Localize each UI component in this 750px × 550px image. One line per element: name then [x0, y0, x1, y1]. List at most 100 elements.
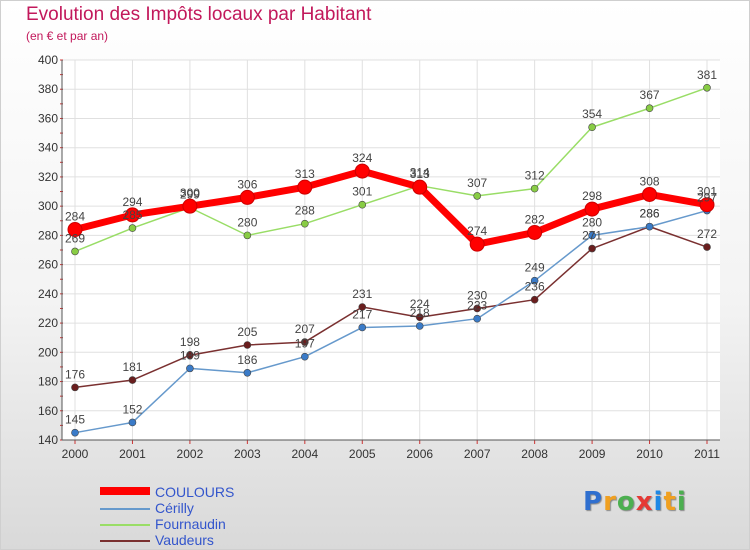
data-point — [415, 313, 424, 322]
data-point — [530, 295, 539, 304]
data-label: 294 — [122, 195, 142, 209]
data-point — [473, 192, 481, 200]
x-tick-label: 2002 — [177, 447, 204, 461]
data-label: 313 — [410, 167, 430, 181]
data-label: 280 — [237, 215, 257, 229]
y-tick-label: 400 — [38, 53, 58, 67]
data-point — [469, 236, 485, 252]
series-line — [74, 225, 708, 389]
logo-letter: x — [635, 487, 654, 517]
data-label: 282 — [525, 212, 545, 226]
data-point — [243, 231, 252, 240]
data-label: 274 — [467, 224, 487, 238]
data-label: 152 — [122, 402, 142, 416]
data-label: 286 — [640, 207, 660, 221]
data-label: 299 — [180, 188, 200, 202]
data-label: 280 — [582, 215, 602, 229]
chart-subtitle: (en € et par an) — [26, 29, 109, 43]
logo-letter: P — [583, 487, 604, 517]
y-tick-label: 300 — [38, 199, 58, 213]
legend-swatch — [100, 508, 150, 510]
data-point — [588, 244, 596, 253]
data-point — [527, 224, 543, 240]
y-tick-label: 380 — [38, 82, 58, 96]
data-label: 307 — [467, 176, 487, 190]
data-point — [182, 198, 198, 214]
data-label: 205 — [237, 325, 257, 339]
data-point — [530, 276, 539, 285]
data-label: 312 — [525, 169, 545, 183]
series-line — [74, 209, 708, 434]
data-point — [645, 222, 654, 231]
data-label: 230 — [467, 288, 487, 302]
y-tick-label: 140 — [38, 433, 58, 447]
legend-label: Fournaudin — [155, 516, 226, 532]
data-label: 324 — [352, 151, 372, 165]
data-label: 231 — [352, 287, 372, 301]
data-point — [71, 428, 79, 437]
data-point — [301, 338, 309, 346]
data-point — [645, 104, 654, 113]
x-tick-label: 2006 — [406, 447, 433, 461]
data-label: 145 — [65, 413, 85, 427]
data-label: 198 — [180, 335, 200, 349]
data-label: 181 — [122, 360, 142, 374]
data-label: 301 — [697, 185, 717, 199]
data-label: 288 — [295, 204, 315, 218]
data-label: 207 — [295, 322, 315, 336]
data-label: 197 — [295, 337, 315, 351]
data-point — [301, 352, 309, 361]
data-point — [473, 304, 481, 313]
data-point — [128, 418, 137, 427]
x-tick-label: 2000 — [62, 447, 89, 461]
data-label: 298 — [582, 189, 602, 203]
data-point — [128, 376, 137, 384]
logo-letter: i — [653, 487, 664, 517]
x-tick-label: 2010 — [636, 447, 663, 461]
y-tick-label: 260 — [38, 258, 58, 272]
y-tick-label: 320 — [38, 170, 58, 184]
data-label: 313 — [295, 167, 315, 181]
x-tick-label: 2003 — [234, 447, 261, 461]
data-point — [186, 364, 194, 373]
data-point — [243, 368, 252, 377]
legend-label: COULOURS — [155, 484, 235, 500]
logo-letter: o — [616, 487, 636, 517]
data-point — [301, 219, 309, 228]
data-point — [588, 231, 596, 240]
data-label: 186 — [237, 353, 257, 367]
data-point — [186, 351, 194, 360]
y-tick-label: 280 — [38, 228, 58, 242]
data-label: 236 — [525, 280, 545, 294]
logo-letter: t — [663, 487, 677, 517]
data-point — [124, 207, 140, 223]
data-label: 189 — [180, 348, 200, 362]
data-label: 354 — [582, 107, 602, 121]
data-point — [588, 123, 596, 132]
data-label: 284 — [65, 210, 85, 224]
chart-title: Evolution des Impôts locaux par Habitant — [26, 4, 372, 25]
logo-letter: r — [603, 487, 617, 517]
data-point — [71, 383, 79, 392]
y-tick-label: 360 — [38, 111, 58, 125]
data-point — [358, 200, 367, 209]
data-point — [703, 243, 711, 251]
proxiti-logo: Proxiti — [583, 487, 687, 517]
x-tick-label: 2005 — [349, 447, 376, 461]
data-label: 272 — [697, 227, 717, 241]
data-label: 381 — [697, 68, 717, 82]
data-point — [473, 314, 481, 323]
data-label: 314 — [410, 166, 430, 180]
data-point — [703, 83, 711, 92]
data-point — [297, 179, 313, 195]
data-label: 308 — [640, 174, 660, 188]
logo-letter: i — [676, 487, 687, 517]
x-tick-label: 2009 — [579, 447, 606, 461]
y-tick-label: 200 — [38, 345, 58, 359]
legend-swatch — [100, 524, 150, 526]
y-tick-label: 340 — [38, 141, 58, 155]
data-label: 271 — [582, 229, 602, 243]
data-point — [239, 189, 255, 205]
data-label: 306 — [237, 177, 257, 191]
